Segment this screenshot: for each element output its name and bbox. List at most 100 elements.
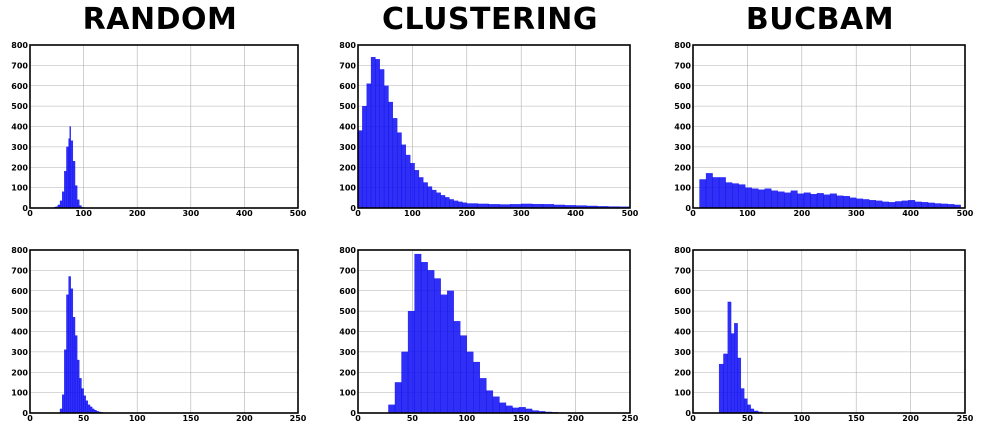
histogram-bar-7 — [434, 278, 441, 414]
histogram-panel-clustering-top: 0 100 200 300 400 500 600 700 800 0 100 200 300 400 50… — [339, 41, 638, 218]
x-tick-label: 200 — [793, 209, 810, 218]
plot-frame — [29, 44, 299, 209]
histogram-bar-5 — [732, 183, 739, 209]
y-tick-label: 200 — [11, 163, 28, 172]
histogram-bar-15 — [486, 390, 494, 414]
histogram-bar-15 — [797, 193, 805, 209]
histogram-bar-9 — [447, 290, 454, 414]
y-tick-label: 700 — [339, 266, 356, 275]
y-tick-label: 400 — [674, 328, 691, 337]
y-tick-label: 400 — [339, 123, 356, 132]
y-tick-label: 800 — [339, 41, 356, 50]
histogram-bar-5 — [70, 288, 74, 414]
histogram-bar-5 — [379, 69, 385, 209]
histogram-bar-19 — [440, 195, 446, 209]
histogram-bar-5 — [64, 171, 67, 209]
histogram-bar-5 — [420, 262, 428, 414]
histogram-bar-14 — [479, 378, 487, 414]
x-tick-label: 150 — [848, 414, 865, 423]
histogram-bar-7 — [745, 187, 752, 209]
histogram-bar-4 — [68, 276, 71, 414]
histogram-bar-6 — [738, 184, 746, 209]
histogram-bar-10 — [401, 144, 407, 209]
histogram-bar-8 — [751, 188, 759, 209]
x-tick-label: 250 — [290, 414, 307, 423]
histogram-bar-11 — [74, 185, 78, 209]
histogram-bar-34 — [921, 202, 929, 209]
histogram-bar-9 — [758, 189, 765, 209]
histogram-bar-6 — [740, 388, 745, 414]
x-tick-label: 250 — [957, 414, 974, 423]
y-tick-label: 600 — [674, 287, 691, 296]
y-tick-label: 500 — [674, 102, 691, 111]
y-tick-label: 300 — [674, 143, 691, 152]
y-tick-label: 600 — [11, 287, 28, 296]
histogram-bar-6 — [66, 146, 69, 209]
histogram-bar-9 — [70, 140, 74, 209]
x-tick-label: 100 — [458, 414, 475, 423]
histogram-bar-1 — [394, 382, 402, 414]
histogram-bar-6 — [383, 85, 389, 209]
y-tick-label: 800 — [674, 41, 691, 50]
y-tick-label: 800 — [674, 246, 691, 255]
x-tick-label: 500 — [957, 209, 974, 218]
x-tick-label: 150 — [513, 414, 530, 423]
histogram-bar-3 — [66, 294, 69, 414]
histogram-bar-9 — [79, 378, 82, 414]
histogram-bar-17 — [431, 189, 437, 209]
y-tick-label: 300 — [674, 348, 691, 357]
y-tick-label: 400 — [11, 123, 28, 132]
histogram-bar-31 — [901, 200, 909, 209]
histogram-bar-9 — [397, 132, 402, 209]
histogram-bar-0 — [699, 179, 707, 209]
histogram-bar-5 — [737, 357, 742, 414]
y-tick-label: 300 — [339, 143, 356, 152]
y-tick-label: 100 — [339, 389, 356, 398]
histogram-bar-14 — [790, 190, 798, 209]
histogram-bar-21 — [449, 199, 454, 209]
x-tick-label: 200 — [458, 209, 475, 218]
y-tick-label: 800 — [11, 41, 28, 50]
y-tick-label: 100 — [674, 184, 691, 193]
histogram-bar-6 — [427, 270, 435, 414]
y-tick-label: 800 — [11, 246, 28, 255]
x-tick-label: 500 — [290, 209, 307, 218]
histogram-bar-4 — [734, 323, 738, 414]
histogram-bar-29 — [888, 202, 896, 209]
histogram-bar-16 — [427, 186, 433, 209]
histogram-bar-12 — [85, 400, 89, 414]
x-tick-label: 250 — [622, 414, 639, 423]
histogram-bar-10 — [72, 160, 76, 209]
x-tick-label: 0 — [690, 414, 696, 423]
histogram-bar-16 — [492, 396, 500, 414]
histogram-bar-14 — [418, 177, 424, 209]
histogram-bar-20 — [829, 193, 837, 209]
histogram-bar-7 — [68, 138, 70, 209]
histogram-bar-4 — [62, 191, 65, 209]
y-tick-label: 600 — [339, 287, 356, 296]
histogram-panel-random-top: 0 100 200 300 400 500 600 700 800 0 100 200 300 400 50… — [11, 41, 306, 218]
y-tick-label: 700 — [674, 61, 691, 70]
x-tick-label: 0 — [27, 209, 33, 218]
histogram-bar-4 — [375, 59, 380, 209]
y-tick-label: 100 — [11, 184, 28, 193]
plot-frame — [692, 249, 966, 414]
histogram-bar-7 — [743, 398, 748, 414]
histogram-bar-13 — [784, 192, 792, 209]
histogram-bar-3 — [407, 310, 415, 414]
column-title-random: RANDOM — [82, 2, 238, 37]
histogram-panel-bucbam-bottom: 0 100 200 300 400 500 600 700 800 0 50 100 150 200 250 — [674, 246, 973, 423]
plot-frame — [29, 249, 299, 414]
y-tick-label: 500 — [11, 307, 28, 316]
y-tick-label: 600 — [674, 82, 691, 91]
y-tick-label: 400 — [11, 328, 28, 337]
histogram-bar-12 — [466, 351, 474, 414]
histogram-bar-18 — [816, 193, 824, 209]
histogram-bar-0 — [718, 363, 724, 414]
histogram-panel-random-bottom: 0 100 200 300 400 500 600 700 800 0 50 100 150 200 250 — [11, 246, 306, 423]
histogram-bar-28 — [882, 201, 889, 209]
histogram-bar-1 — [705, 173, 713, 209]
histogram-bar-13 — [87, 404, 91, 414]
y-tick-label: 700 — [11, 266, 28, 275]
y-tick-label: 200 — [674, 163, 691, 172]
